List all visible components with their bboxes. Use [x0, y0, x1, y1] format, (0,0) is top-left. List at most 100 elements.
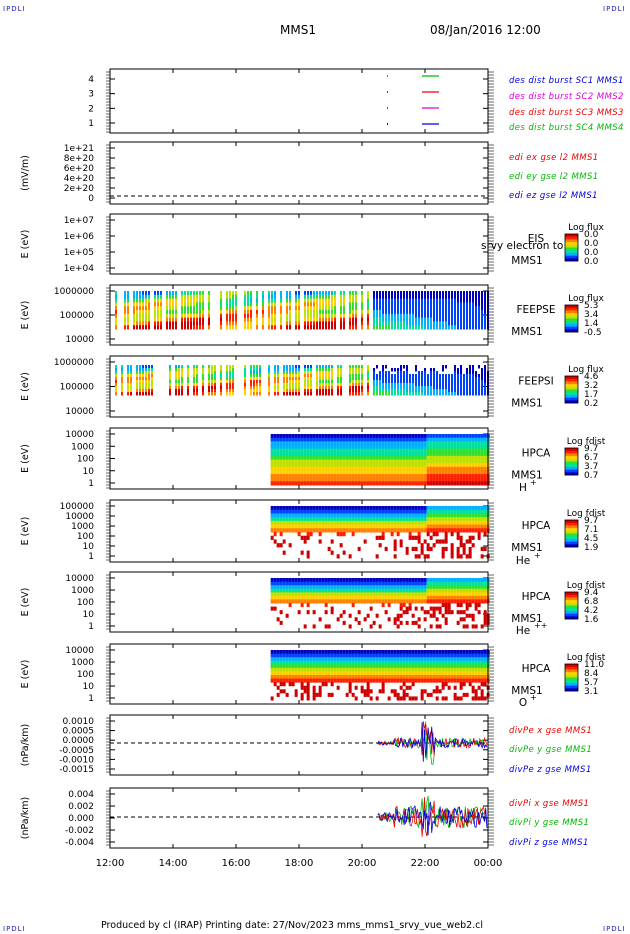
- spectrogram-cell: [402, 520, 406, 526]
- spectrogram-cell: [282, 578, 286, 583]
- spectrogram-cell: [313, 310, 315, 315]
- spectrogram-cell: [423, 554, 427, 559]
- spectrogram-cell: [336, 448, 340, 453]
- spectrogram-cell: [397, 392, 399, 396]
- spectrogram-cell: [405, 550, 409, 555]
- corner-label-br: IPDLI: [603, 925, 626, 933]
- spectrogram-cell: [172, 298, 174, 303]
- spectrogram-cell: [435, 474, 439, 479]
- spectrogram-cell: [390, 517, 394, 522]
- spectrogram-cell: [286, 310, 288, 315]
- spectrogram-cell: [402, 506, 406, 511]
- spectrogram-cell: [319, 371, 321, 375]
- spectrogram-cell: [399, 509, 403, 514]
- colorbar-swatch: [565, 544, 578, 548]
- spectrogram-cell: [136, 302, 138, 307]
- spectrogram-cell: [169, 389, 171, 393]
- spectrogram-cell: [438, 624, 442, 629]
- spectrogram-cell: [381, 513, 385, 518]
- spectrogram-cell: [382, 374, 384, 378]
- spectrogram-cell: [306, 477, 310, 482]
- spectrogram-cell: [367, 377, 369, 381]
- spectrogram-cell: [294, 599, 298, 604]
- spectrogram-cell: [187, 313, 189, 319]
- spectrogram-cell: [279, 578, 283, 583]
- spectrogram-cell: [279, 610, 283, 615]
- spectrogram-cell: [396, 588, 400, 593]
- spectrogram-cell: [472, 386, 474, 390]
- spectrogram-cell: [295, 291, 297, 296]
- spectrogram-cell: [345, 578, 349, 583]
- spectrogram-cell: [387, 509, 391, 514]
- spectrogram-cell: [393, 617, 397, 622]
- spectrogram-cell: [438, 470, 442, 475]
- spectrogram-cell: [396, 524, 400, 529]
- spectrogram-cell: [333, 524, 337, 529]
- spectrogram-cell: [262, 321, 264, 326]
- spectrogram-cell: [280, 313, 282, 319]
- spectrogram-cell: [435, 481, 439, 486]
- spectrogram-cell: [214, 371, 216, 375]
- spectrogram-cell: [379, 302, 381, 307]
- spectrogram-cell: [468, 539, 472, 544]
- colorbar-tick-label: 1.7: [584, 390, 598, 400]
- spectrogram-cell: [399, 444, 403, 450]
- spectrogram-cell: [259, 383, 261, 387]
- spectrogram-cell: [423, 477, 427, 482]
- spectrogram-cell: [394, 392, 396, 396]
- spectrogram-cell: [468, 588, 472, 593]
- spectrogram-cell: [303, 434, 307, 439]
- spectrogram-cell: [441, 434, 445, 439]
- spectrogram-cell: [423, 581, 427, 586]
- spectrogram-cell: [324, 524, 328, 529]
- spectrogram-cell: [340, 371, 342, 375]
- spectrogram-cell: [376, 377, 378, 381]
- spectrogram-cell: [273, 517, 277, 522]
- spectrogram-cell: [268, 325, 270, 330]
- spectrogram-cell: [439, 386, 441, 390]
- spectrogram-cell: [373, 291, 375, 296]
- spectrogram-cell: [441, 452, 445, 457]
- spectrogram-cell: [408, 578, 412, 583]
- spectrogram-cell: [318, 599, 322, 604]
- spectrogram-cell: [325, 377, 327, 381]
- spectrogram-cell: [360, 528, 364, 533]
- spectrogram-cell: [393, 554, 397, 559]
- spectrogram-cell: [369, 524, 373, 529]
- spectrogram-cell: [369, 588, 373, 593]
- spectrogram-cell: [381, 470, 385, 475]
- spectrogram-cell: [385, 383, 387, 387]
- spectrogram-cell: [430, 392, 432, 396]
- spectrogram-cell: [438, 466, 442, 471]
- spectrogram-cell: [193, 302, 195, 307]
- spectrogram-cell: [414, 474, 418, 479]
- spectrogram-cell: [400, 383, 402, 387]
- spectrogram-cell: [462, 434, 466, 439]
- spectrogram-cell: [388, 383, 390, 387]
- spectrogram-cell: [121, 386, 123, 390]
- spectrogram-cell: [412, 317, 414, 322]
- spectrogram-cell: [193, 365, 195, 369]
- spectrogram-cell: [409, 294, 411, 300]
- spectrogram-cell: [285, 524, 289, 529]
- spectrogram-cell: [459, 455, 463, 460]
- spectrogram-cell: [402, 595, 406, 600]
- spectrogram-cell: [276, 657, 280, 662]
- spectrogram-cell: [466, 383, 468, 387]
- spectrogram-cell: [387, 434, 391, 439]
- spectrogram-cell: [297, 585, 301, 590]
- spectrogram-cell: [408, 434, 412, 439]
- spectrogram-cell: [229, 386, 231, 390]
- spectrogram-cell: [250, 377, 252, 381]
- spectrogram-cell: [292, 365, 294, 369]
- spectrogram-cell: [318, 581, 322, 586]
- spectrogram-cell: [361, 380, 363, 384]
- spectrogram-cell: [450, 506, 454, 511]
- spectrogram-cell: [360, 466, 364, 471]
- colorbar-swatch: [565, 616, 578, 620]
- spectrogram-cell: [298, 377, 300, 381]
- spectrogram-cell: [322, 374, 324, 378]
- spectrogram-cell: [349, 291, 351, 296]
- y-tick-label: 10000: [65, 407, 94, 417]
- spectrogram-cell: [460, 306, 462, 311]
